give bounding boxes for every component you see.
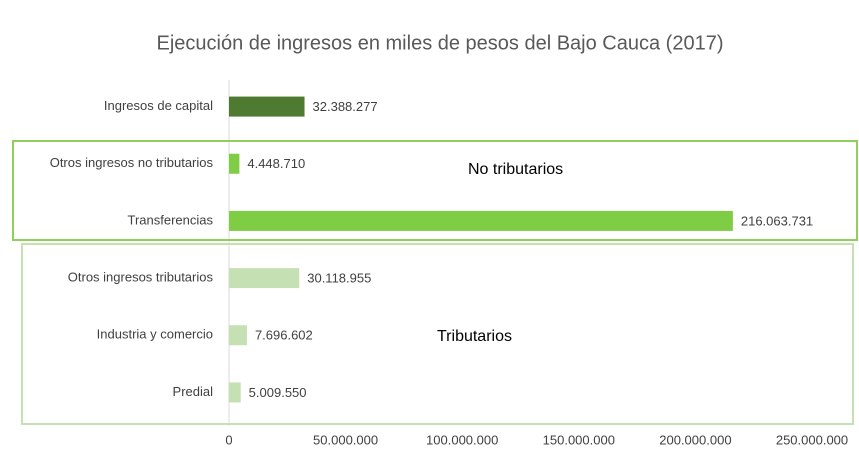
annotation: Tributarios xyxy=(437,328,512,345)
data-label: 216.063.731 xyxy=(741,213,813,228)
x-tick-label: 50.000.000 xyxy=(313,432,378,447)
y-tick-label: Industria y comercio xyxy=(97,327,213,342)
y-tick-label: Ingresos de capital xyxy=(104,98,213,113)
y-tick-label: Transferencias xyxy=(128,212,214,227)
bar xyxy=(229,153,240,174)
data-label: 4.448.710 xyxy=(247,156,305,171)
annotation: No tributarios xyxy=(468,161,563,178)
bar xyxy=(229,382,241,403)
x-tick-label: 200.000.000 xyxy=(659,432,731,447)
data-label: 32.388.277 xyxy=(313,99,378,114)
data-label: 7.696.602 xyxy=(255,328,313,343)
y-tick-label: Predial xyxy=(173,384,214,399)
x-tick-label: 150.000.000 xyxy=(543,432,615,447)
bar xyxy=(229,96,305,117)
group-box xyxy=(12,140,858,241)
y-tick-label: Otros ingresos no tributarios xyxy=(50,155,214,170)
x-tick-label: 100.000.000 xyxy=(426,432,498,447)
group-box xyxy=(21,243,854,425)
y-tick-label: Otros ingresos tributarios xyxy=(68,270,214,285)
x-tick-label: 250.000.000 xyxy=(776,432,848,447)
data-label: 5.009.550 xyxy=(249,385,307,400)
data-label: 30.118.955 xyxy=(307,271,371,286)
bar xyxy=(229,268,300,289)
x-tick-label: 0 xyxy=(225,432,232,447)
bar xyxy=(229,325,247,346)
chart-title: Ejecución de ingresos en miles de pesos … xyxy=(156,32,723,54)
bar xyxy=(229,210,733,231)
